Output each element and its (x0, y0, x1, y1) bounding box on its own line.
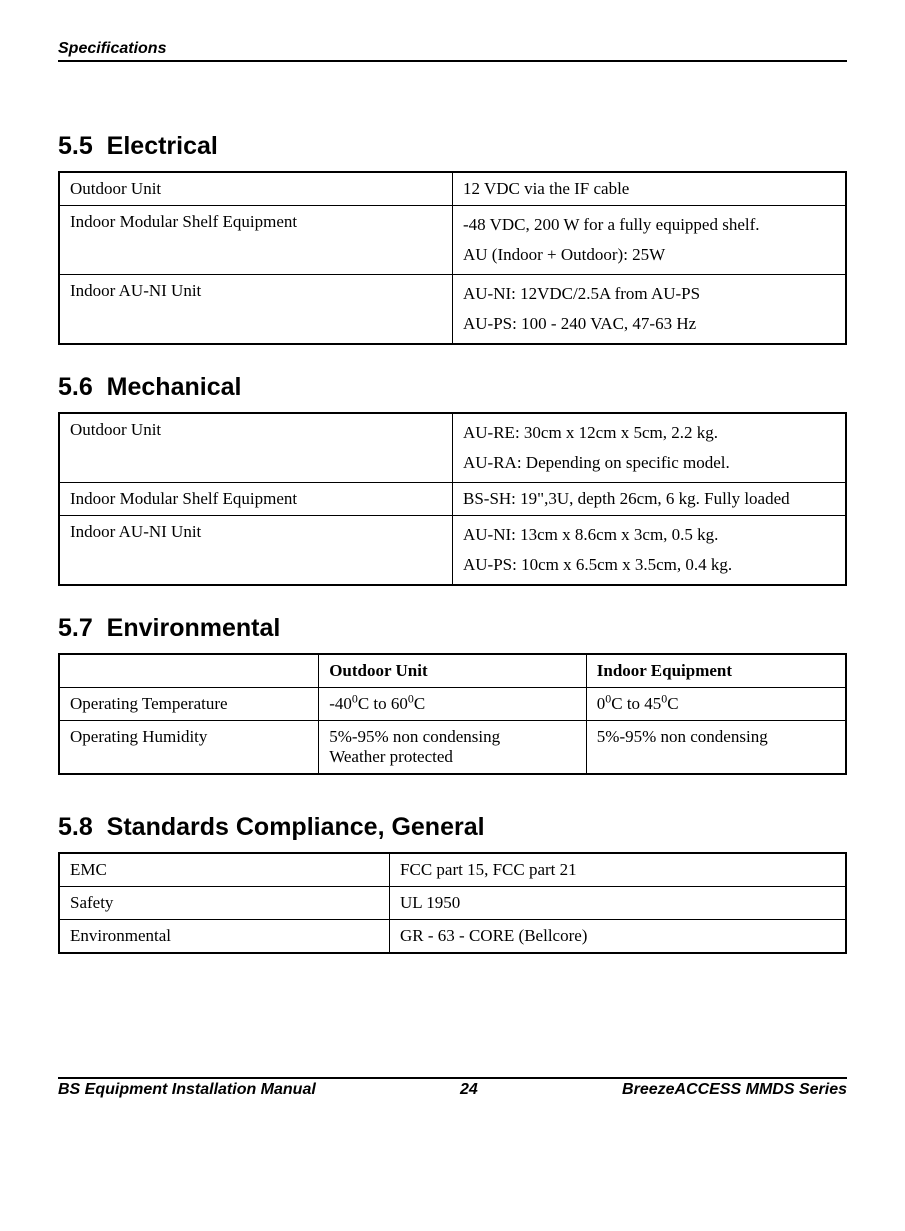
table-row: Environmental GR - 63 - CORE (Bellcore) (59, 920, 846, 954)
table-header-row: Outdoor Unit Indoor Equipment (59, 654, 846, 688)
section-mechanical-title: 5.6 Mechanical (58, 373, 847, 402)
table-row: Indoor AU-NI Unit AU-NI: 12VDC/2.5A from… (59, 275, 846, 345)
standards-table: EMC FCC part 15, FCC part 21 Safety UL 1… (58, 852, 847, 954)
section-electrical-number: 5.5 (58, 132, 93, 160)
section-mechanical-name: Mechanical (107, 373, 242, 401)
page-footer: BS Equipment Installation Manual 24 Bree… (58, 1077, 847, 1099)
cell-value-line: -48 VDC, 200 W for a fully equipped shel… (463, 215, 835, 235)
cell-value: AU-RE: 30cm x 12cm x 5cm, 2.2 kg. AU-RA:… (453, 413, 847, 483)
section-electrical-title: 5.5 Electrical (58, 132, 847, 161)
cell-key: Indoor Modular Shelf Equipment (59, 206, 453, 275)
section-standards-title: 5.8 Standards Compliance, General (58, 813, 847, 842)
table-row: Indoor AU-NI Unit AU-NI: 13cm x 8.6cm x … (59, 516, 846, 586)
cell-value-line: AU-PS: 10cm x 6.5cm x 3.5cm, 0.4 kg. (463, 555, 835, 575)
cell-key: Indoor AU-NI Unit (59, 516, 453, 586)
cell-value: 12 VDC via the IF cable (453, 172, 847, 206)
table-row: Indoor Modular Shelf Equipment -48 VDC, … (59, 206, 846, 275)
table-row: Outdoor Unit 12 VDC via the IF cable (59, 172, 846, 206)
section-electrical: 5.5 Electrical Outdoor Unit 12 VDC via t… (58, 132, 847, 345)
section-mechanical-number: 5.6 (58, 373, 93, 401)
environmental-table: Outdoor Unit Indoor Equipment Operating … (58, 653, 847, 775)
table-row: Outdoor Unit AU-RE: 30cm x 12cm x 5cm, 2… (59, 413, 846, 483)
cell-empty (59, 654, 319, 688)
section-mechanical: 5.6 Mechanical Outdoor Unit AU-RE: 30cm … (58, 373, 847, 586)
footer-right: BreezeACCESS MMDS Series (622, 1081, 847, 1099)
cell-indoor: 00C to 450C (586, 688, 846, 721)
cell-value-line: AU-RE: 30cm x 12cm x 5cm, 2.2 kg. (463, 423, 835, 443)
table-row: Indoor Modular Shelf Equipment BS-SH: 19… (59, 483, 846, 516)
cell-outdoor: -400C to 600C (319, 688, 587, 721)
electrical-table: Outdoor Unit 12 VDC via the IF cable Ind… (58, 171, 847, 345)
cell-key: Environmental (59, 920, 390, 954)
section-electrical-name: Electrical (107, 132, 218, 160)
cell-key: Indoor AU-NI Unit (59, 275, 453, 345)
cell-key: Outdoor Unit (59, 172, 453, 206)
cell-value-line: AU-NI: 13cm x 8.6cm x 3cm, 0.5 kg. (463, 525, 835, 545)
cell-value-line: AU-RA: Depending on specific model. (463, 453, 835, 473)
section-environmental-name: Environmental (107, 614, 281, 642)
cell-value: -48 VDC, 200 W for a fully equipped shel… (453, 206, 847, 275)
table-row: Safety UL 1950 (59, 887, 846, 920)
cell-key: Safety (59, 887, 390, 920)
table-row: Operating Temperature -400C to 600C 00C … (59, 688, 846, 721)
section-environmental: 5.7 Environmental Outdoor Unit Indoor Eq… (58, 614, 847, 775)
cell-value: AU-NI: 12VDC/2.5A from AU-PS AU-PS: 100 … (453, 275, 847, 345)
cell-value: AU-NI: 13cm x 8.6cm x 3cm, 0.5 kg. AU-PS… (453, 516, 847, 586)
cell-value-line: AU-PS: 100 - 240 VAC, 47-63 Hz (463, 314, 835, 334)
table-row: Operating Humidity 5%-95% non condensing… (59, 721, 846, 775)
cell-value: FCC part 15, FCC part 21 (390, 853, 846, 887)
cell-value-line: AU-NI: 12VDC/2.5A from AU-PS (463, 284, 835, 304)
mechanical-table: Outdoor Unit AU-RE: 30cm x 12cm x 5cm, 2… (58, 412, 847, 586)
cell-value-line: AU (Indoor + Outdoor): 25W (463, 245, 835, 265)
cell-value: BS-SH: 19",3U, depth 26cm, 6 kg. Fully l… (453, 483, 847, 516)
cell-key: Operating Temperature (59, 688, 319, 721)
cell-outdoor: 5%-95% non condensingWeather protected (319, 721, 587, 775)
cell-key: Operating Humidity (59, 721, 319, 775)
section-standards-number: 5.8 (58, 813, 93, 841)
cell-key: EMC (59, 853, 390, 887)
column-header-indoor: Indoor Equipment (586, 654, 846, 688)
table-row: EMC FCC part 15, FCC part 21 (59, 853, 846, 887)
section-standards: 5.8 Standards Compliance, General EMC FC… (58, 813, 847, 954)
cell-value: GR - 63 - CORE (Bellcore) (390, 920, 846, 954)
section-standards-name: Standards Compliance, General (107, 813, 485, 841)
running-header: Specifications (58, 40, 847, 62)
footer-left: BS Equipment Installation Manual (58, 1081, 316, 1099)
cell-value: UL 1950 (390, 887, 846, 920)
column-header-outdoor: Outdoor Unit (319, 654, 587, 688)
section-environmental-title: 5.7 Environmental (58, 614, 847, 643)
footer-page-number: 24 (460, 1081, 478, 1099)
section-environmental-number: 5.7 (58, 614, 93, 642)
cell-indoor: 5%-95% non condensing (586, 721, 846, 775)
cell-key: Indoor Modular Shelf Equipment (59, 483, 453, 516)
cell-key: Outdoor Unit (59, 413, 453, 483)
